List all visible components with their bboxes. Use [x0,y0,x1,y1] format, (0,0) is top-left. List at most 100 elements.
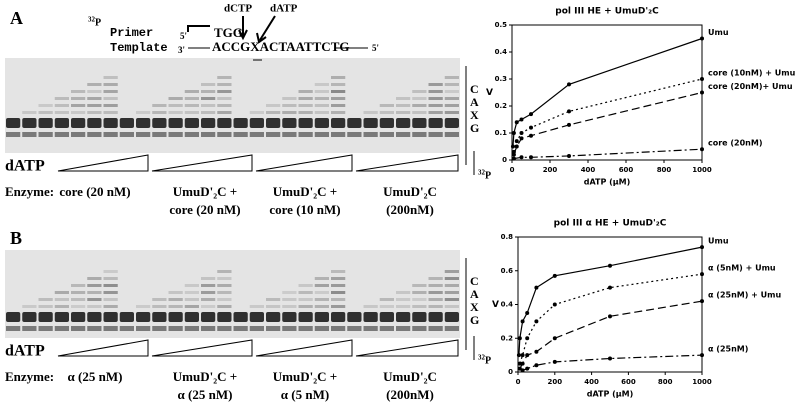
gel-band [103,97,118,100]
gel-band [412,97,427,100]
x-tick-label: 200 [547,378,562,386]
gel-band [87,312,102,322]
gel-band [298,97,313,100]
gel-band [331,291,346,294]
template-label: Template [110,41,168,55]
series-line [518,246,703,356]
gel-band [266,111,281,114]
gel-band [266,312,281,322]
gel-band [396,97,411,100]
gel-band [233,132,248,137]
gel-band [217,305,232,308]
gel-band [217,83,232,86]
arrow [256,15,276,44]
gel-band [38,305,53,308]
gel-band [444,270,459,273]
gel-band [428,118,443,128]
series-line [513,91,703,155]
gel-image [5,250,460,338]
gel-band [428,90,443,93]
gel-band [103,76,118,79]
data-point [519,117,524,122]
x-axis-label: dATP (µM) [584,178,631,187]
gel-band [347,132,362,137]
gel-band [314,284,329,287]
gel-band [444,76,459,79]
enzyme-label: (200nM) [386,202,434,217]
gel-band [38,111,53,114]
data-point [567,109,571,114]
gel-band [314,291,329,294]
gel-band [363,326,378,331]
gel-band [38,118,53,128]
gel-band [22,111,37,114]
gel-band [396,111,411,114]
gel-band [298,312,313,322]
y-tick-label: 0.4 [501,301,514,309]
gel-band [396,291,411,294]
gel-band [217,90,232,93]
gel-band [38,298,53,301]
gel-band [444,90,459,93]
y-tick-label: 0 [502,156,507,164]
gel-band [314,97,329,100]
gel-band [6,312,21,322]
enzyme-label: UmuD'₂C [383,369,437,384]
data-point [529,133,533,138]
data-point [516,353,521,358]
gel-band [152,132,167,137]
x-tick-label: 1000 [692,378,712,386]
gel-band [428,326,443,331]
gel-band [298,284,313,287]
gel-band [396,298,411,301]
gel-band [347,312,362,322]
y-tick-label: 0.3 [495,75,508,83]
gel-band [444,97,459,100]
gel-band [184,291,199,294]
gel-band [103,291,118,294]
gel-band [201,118,216,128]
data-point [520,368,525,373]
gel-band [87,291,102,294]
gel-band [87,83,102,86]
series-label: Umu [708,28,729,37]
gel-band [6,326,21,331]
gel-band [6,118,21,128]
gel-band [217,104,232,107]
gel-band [201,97,216,100]
gel-band [331,298,346,301]
data-point [519,131,524,135]
gel-band [444,312,459,322]
gel-band [379,305,394,308]
gel-band [217,326,232,331]
gel-band [201,277,216,280]
gel-band [184,90,199,93]
gel-band [87,277,102,280]
template-3: 3' [178,45,185,55]
y-tick-label: 0.2 [501,334,514,342]
gel-band [363,312,378,322]
chart-title: pol III α HE + UmuD'₂C [554,219,667,229]
gel-band [119,312,134,322]
gel-band [54,291,69,294]
y-axis-label: V [486,88,493,98]
gel-band [396,326,411,331]
gel-band [201,104,216,107]
data-point [519,136,524,141]
gel-band [314,83,329,86]
gel-band [428,104,443,107]
gel-band [412,312,427,322]
gel-band [22,326,37,331]
data-point [511,156,516,161]
arrow-label: dATP [270,3,298,15]
gel-band [136,305,151,308]
data-point [525,336,530,341]
data-point [514,120,519,125]
gel-band [314,104,329,107]
gel-band [103,326,118,331]
gel-band [412,298,427,301]
gel-band [103,90,118,93]
gel-band [103,298,118,301]
gel-band [233,312,248,322]
gel-band [266,132,281,137]
